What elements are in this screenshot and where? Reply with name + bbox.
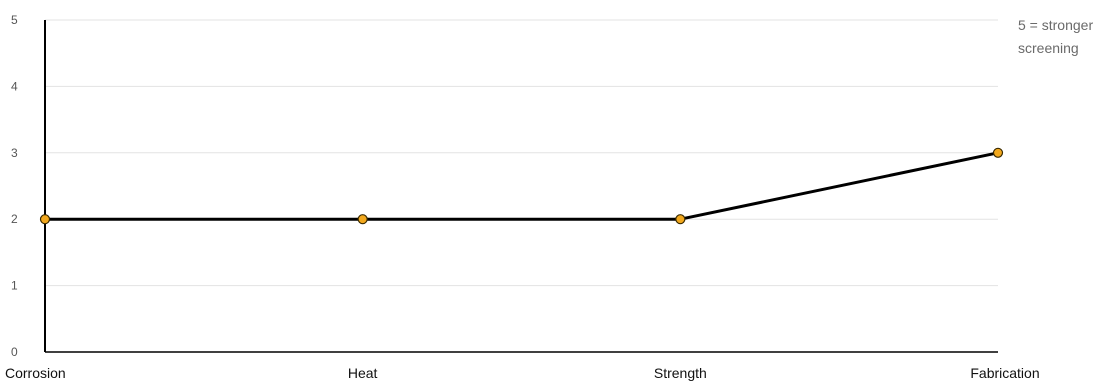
x-tick-labels: Corrosion Heat Strength Fabrication — [5, 365, 1040, 381]
data-point-strength — [675, 214, 686, 225]
axes — [44, 20, 998, 353]
gridlines — [45, 19, 998, 287]
data-points — [39, 147, 1004, 225]
x-tick-label-corrosion: Corrosion — [5, 365, 66, 381]
y-tick-label-4: 4 — [11, 79, 18, 93]
y-tick-labels: 0 1 2 3 4 5 — [11, 13, 18, 359]
data-point-fabrication — [992, 147, 1004, 158]
y-tick-label-5: 5 — [11, 13, 18, 27]
y-tick-label-2: 2 — [11, 212, 18, 226]
series-group — [45, 151, 999, 221]
scale-annotation: 5 = stronger screening — [1018, 17, 1097, 56]
x-tick-label-strength: Strength — [654, 365, 707, 381]
y-tick-label-0: 0 — [11, 345, 18, 359]
series-line — [45, 151, 999, 221]
y-tick-label-1: 1 — [11, 279, 18, 293]
data-point-heat — [357, 214, 368, 225]
x-tick-label-heat: Heat — [348, 365, 378, 381]
data-point-corrosion — [39, 214, 51, 225]
x-tick-label-fabrication: Fabrication — [970, 365, 1039, 381]
y-tick-label-3: 3 — [11, 146, 18, 160]
scale-annotation-line-2: screening — [1018, 40, 1079, 56]
scale-annotation-line-1: 5 = stronger — [1018, 17, 1093, 33]
